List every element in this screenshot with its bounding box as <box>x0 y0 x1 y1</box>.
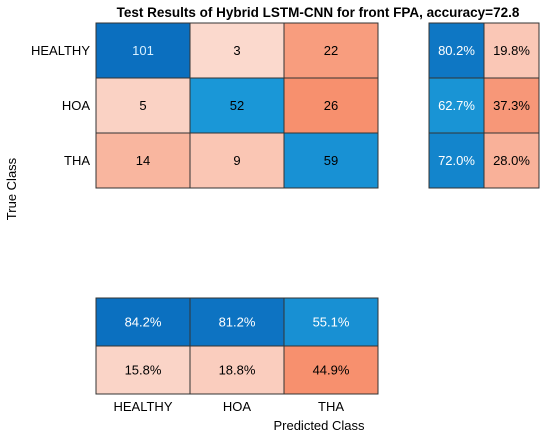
row-summary-error-2-rect <box>483 132 540 189</box>
matrix-cell-1-0-label: 5 <box>139 98 146 113</box>
col-summary-correct-1-rect <box>189 297 285 347</box>
chart-title: Test Results of Hybrid LSTM-CNN for fron… <box>117 5 520 20</box>
row-labels: HEALTHY HOA THA <box>31 43 90 168</box>
matrix-cell-2-0-rect <box>95 132 191 189</box>
confusion-matrix-grid: 101 3 22 5 52 26 14 9 59 <box>95 22 379 189</box>
matrix-cell-1-2-label: 26 <box>324 98 338 113</box>
col-summary-correct-2-label: 55.1% <box>313 315 350 330</box>
col-summary-correct-0-label: 84.2% <box>125 315 162 330</box>
row-label-tha: THA <box>64 153 90 168</box>
y-axis-label: True Class <box>4 157 19 220</box>
row-summary-correct-0-label: 80.2% <box>438 43 475 58</box>
row-summary-error-2-label: 28.0% <box>493 153 530 168</box>
column-label-healthy: HEALTHY <box>114 399 173 414</box>
row-summary-correct-2-rect <box>428 132 485 189</box>
row-summary-correct-2-label: 72.0% <box>438 153 475 168</box>
row-summary-error-0-rect <box>483 22 540 79</box>
matrix-cell-0-1-label: 3 <box>233 43 240 58</box>
matrix-cell-2-0-label: 14 <box>136 153 150 168</box>
matrix-cell-0-1-rect <box>189 22 285 79</box>
column-summary-grid: 84.2% 81.2% 55.1% 15.8% 18.8% 44.9% <box>95 297 379 395</box>
matrix-cell-2-2-rect <box>283 132 379 189</box>
col-summary-correct-2-rect <box>283 297 379 347</box>
col-summary-error-2-rect <box>283 345 379 395</box>
col-summary-correct-1-label: 81.2% <box>219 315 256 330</box>
matrix-cell-0-0-label: 101 <box>132 43 154 58</box>
row-label-hoa: HOA <box>62 98 91 113</box>
row-summary-correct-1-rect <box>428 77 485 134</box>
col-summary-error-2-label: 44.9% <box>313 363 350 378</box>
col-summary-error-0-label: 15.8% <box>125 363 162 378</box>
matrix-cell-2-1-label: 9 <box>233 153 240 168</box>
matrix-cell-2-1-rect <box>189 132 285 189</box>
column-label-tha: THA <box>318 399 344 414</box>
column-label-hoa: HOA <box>223 399 252 414</box>
col-summary-error-1-label: 18.8% <box>219 363 256 378</box>
column-labels: HEALTHY HOA THA <box>114 399 345 414</box>
col-summary-correct-0-rect <box>95 297 191 347</box>
row-summary-correct-1-label: 62.7% <box>438 98 475 113</box>
x-axis-label: Predicted Class <box>273 418 365 433</box>
matrix-cell-0-0-rect <box>95 22 191 79</box>
row-summary-error-0-label: 19.8% <box>493 43 530 58</box>
matrix-cell-1-1-label: 52 <box>230 98 244 113</box>
matrix-cell-0-2-label: 22 <box>324 43 338 58</box>
row-summary-correct-0-rect <box>428 22 485 79</box>
matrix-cell-1-2-rect <box>283 77 379 134</box>
col-summary-error-0-rect <box>95 345 191 395</box>
row-summary-grid: 80.2% 19.8% 62.7% 37.3% 72.0% 28.0% <box>428 22 540 189</box>
col-summary-error-1-rect <box>189 345 285 395</box>
row-label-healthy: HEALTHY <box>31 43 90 58</box>
matrix-cell-2-2-label: 59 <box>324 153 338 168</box>
matrix-cell-0-2-rect <box>283 22 379 79</box>
matrix-cell-1-0-rect <box>95 77 191 134</box>
row-summary-error-1-label: 37.3% <box>493 98 530 113</box>
